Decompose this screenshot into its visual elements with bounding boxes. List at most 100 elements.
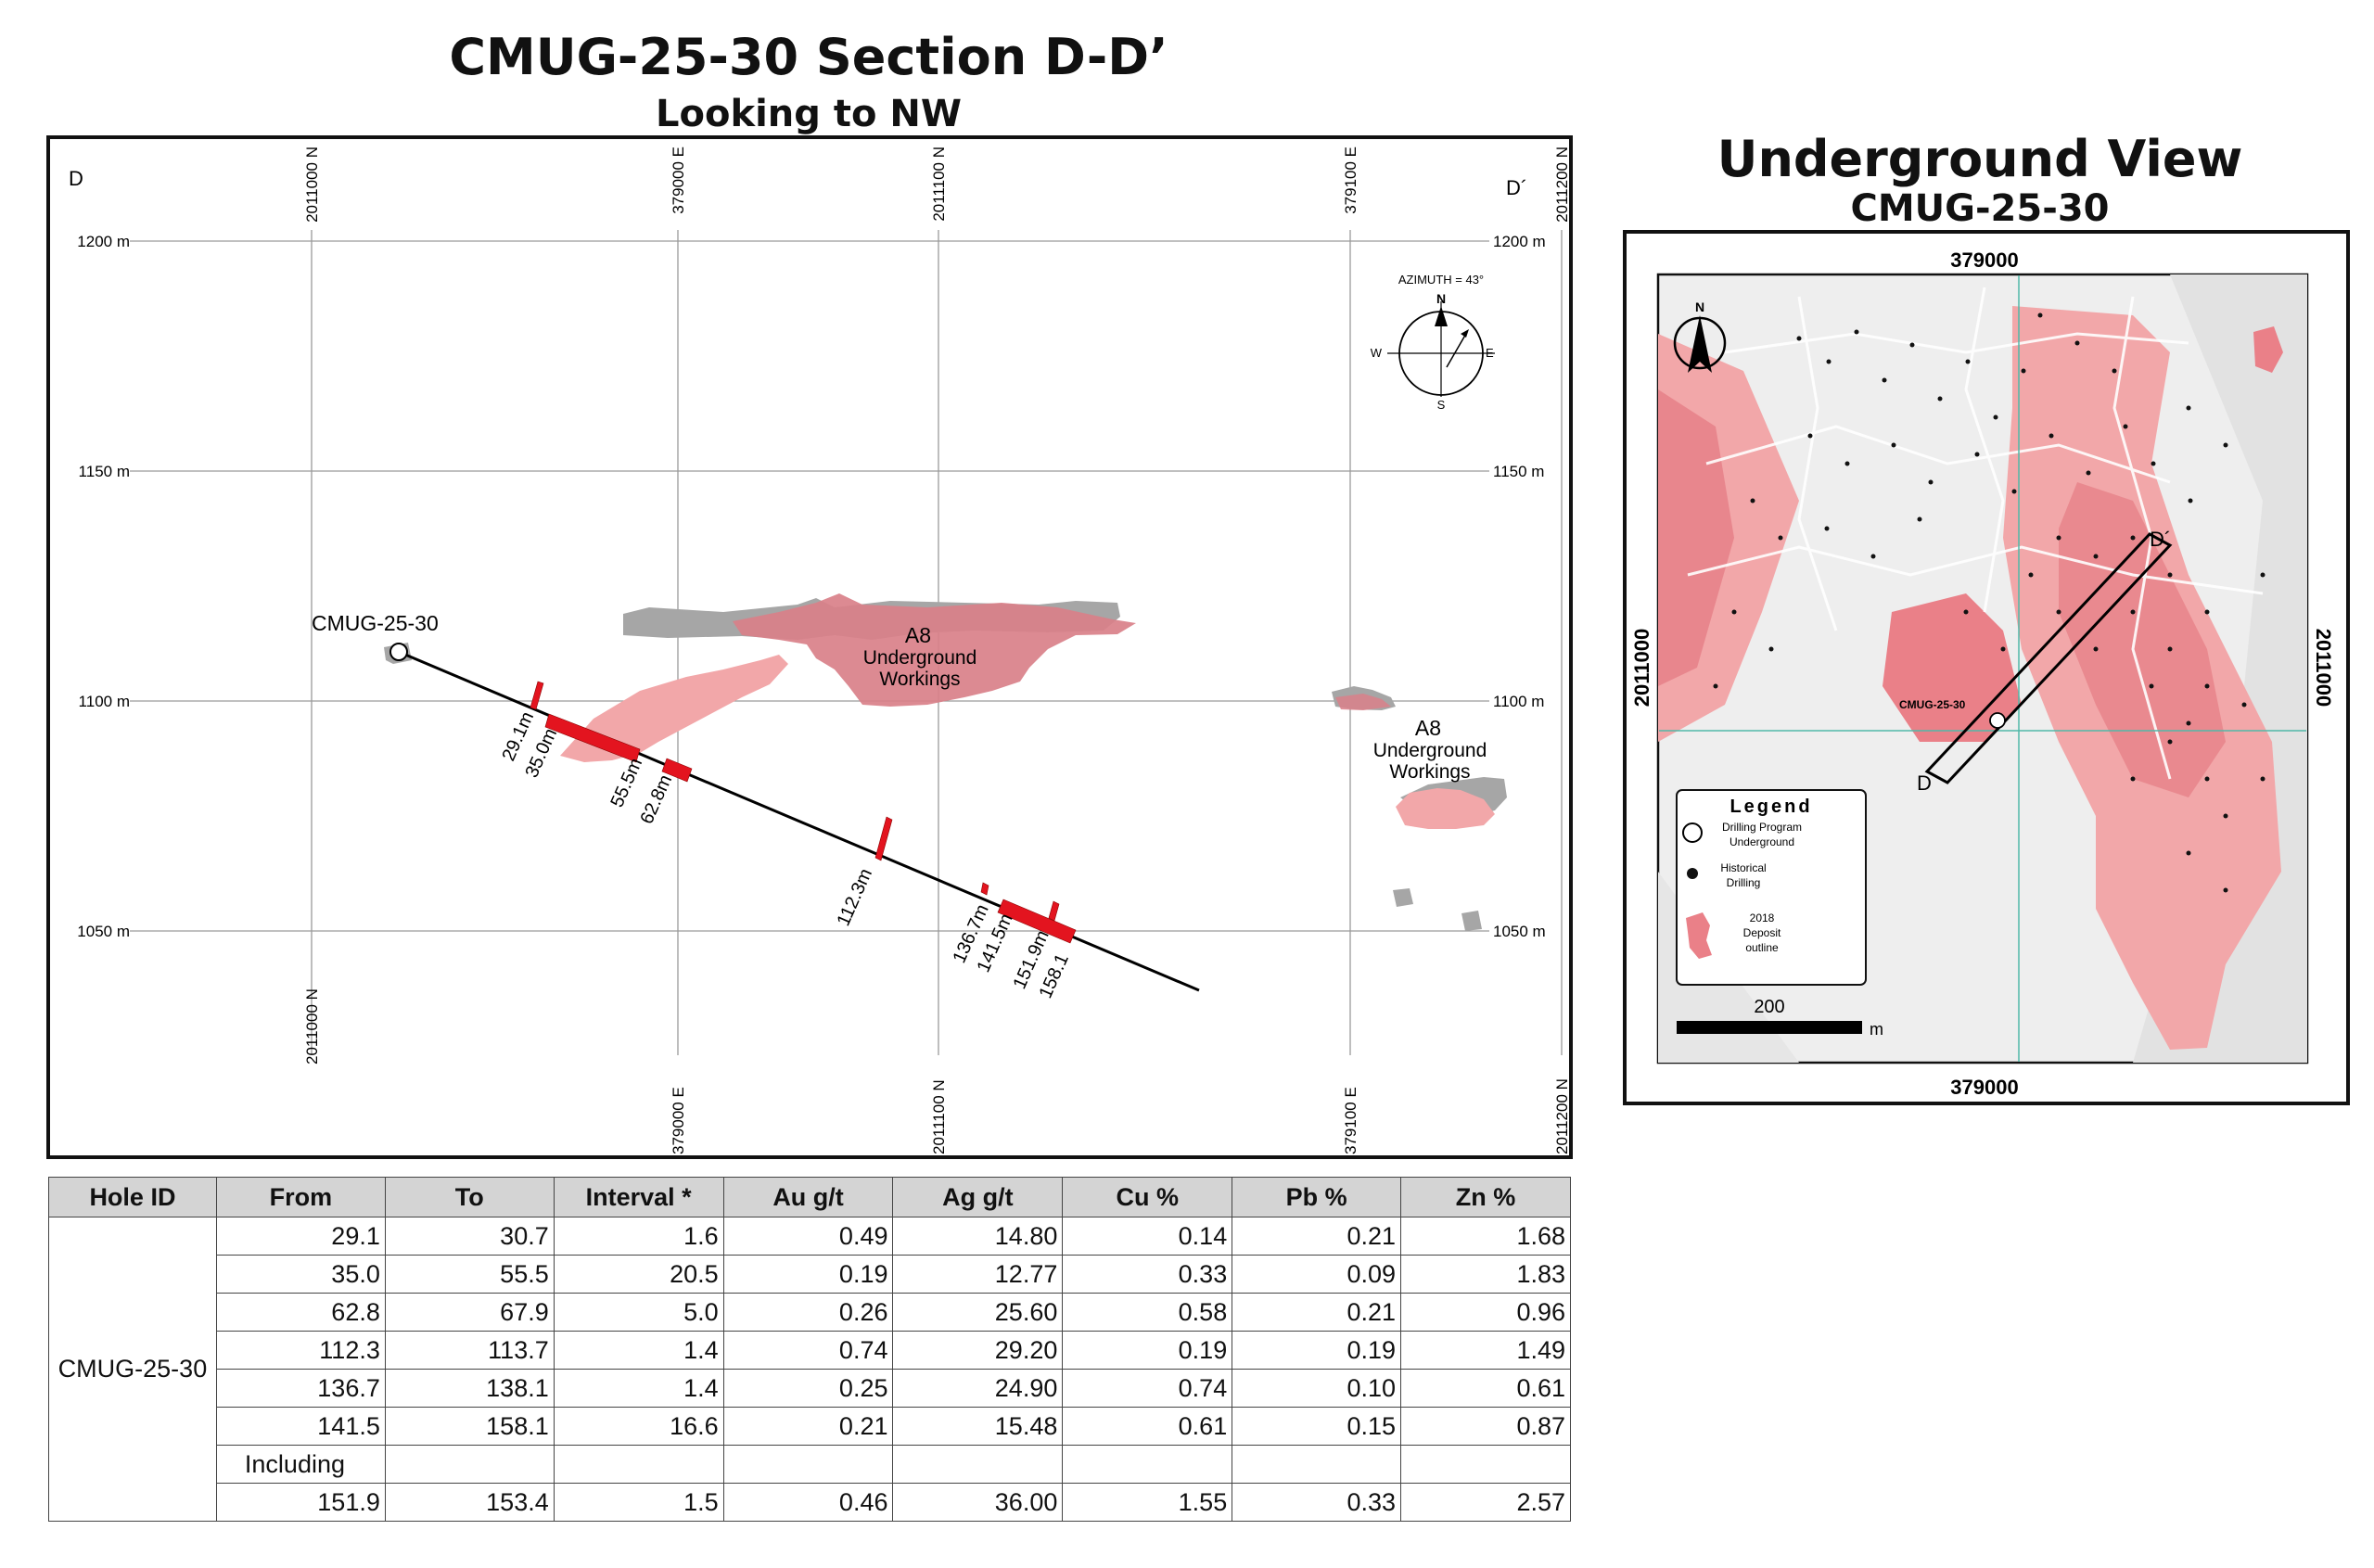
depth-label: 112.3m bbox=[833, 865, 876, 929]
plan-view: 379000 379000 2011000 2011000 CMUG-25-30… bbox=[1623, 230, 2350, 1105]
table-cell: 1.83 bbox=[1400, 1255, 1571, 1294]
table-cell: 2.57 bbox=[1400, 1483, 1571, 1522]
workings-label: Workings bbox=[879, 669, 960, 690]
legend-item-deposit: 2018 bbox=[1750, 911, 1775, 924]
table-cell: 15.48 bbox=[892, 1407, 1064, 1446]
grid-label-top: 2011200 N bbox=[1553, 147, 1571, 223]
legend-item-deposit: Deposit bbox=[1743, 926, 1781, 939]
easting-label-top: 379000 bbox=[1950, 249, 2018, 272]
table-row: 112.3 113.7 1.4 0.74 29.20 0.19 0.19 1.4… bbox=[49, 1331, 1571, 1370]
including-label: Including bbox=[215, 1445, 386, 1484]
table-cell: 112.3 bbox=[215, 1331, 386, 1370]
table-cell: 153.4 bbox=[384, 1483, 555, 1522]
column-header: From bbox=[215, 1177, 386, 1217]
table-cell: 0.96 bbox=[1400, 1293, 1571, 1332]
table-cell: 151.9 bbox=[215, 1483, 386, 1522]
table-cell: 0.21 bbox=[1232, 1293, 1402, 1332]
legend-title: Legend bbox=[1729, 797, 1812, 817]
table-cell: 0.09 bbox=[1232, 1255, 1402, 1294]
column-header: Au g/t bbox=[722, 1177, 894, 1217]
north-arrow: N bbox=[1673, 300, 1727, 373]
table-cell: 0.33 bbox=[1232, 1483, 1402, 1522]
grid-label-bottom: 2011100 N bbox=[930, 1079, 948, 1154]
legend-item-drilling: Drilling Program bbox=[1722, 821, 1802, 834]
corner-label-d: D bbox=[69, 167, 83, 190]
legend-item-historical: Drilling bbox=[1727, 876, 1761, 889]
legend: Legend Drilling Program Underground Hist… bbox=[1676, 789, 1867, 986]
table-cell: 0.33 bbox=[1062, 1255, 1233, 1294]
table-cell: 0.21 bbox=[722, 1407, 894, 1446]
table-cell: 36.00 bbox=[892, 1483, 1064, 1522]
table-cell: 14.80 bbox=[892, 1217, 1064, 1256]
table-cell: 1.4 bbox=[553, 1331, 724, 1370]
table-cell: 1.4 bbox=[553, 1369, 724, 1408]
table-cell: 0.26 bbox=[722, 1293, 894, 1332]
table-cell: 35.0 bbox=[215, 1255, 386, 1294]
northing-label-left: 2011000 bbox=[1630, 629, 1653, 707]
table-cell: 5.0 bbox=[553, 1293, 724, 1332]
column-header: Cu % bbox=[1062, 1177, 1233, 1217]
scale-value: 200 bbox=[1754, 997, 1784, 1017]
section-box bbox=[1924, 532, 2173, 784]
section-title: CMUG-25-30 Section D-D’ bbox=[449, 28, 1168, 86]
column-header: Ag g/t bbox=[892, 1177, 1064, 1217]
plan-map-content bbox=[1658, 274, 2307, 1063]
plan-hole-label: CMUG-25-30 bbox=[1899, 698, 1966, 711]
legend-symbol-deposit bbox=[1686, 912, 1712, 959]
legend-symbol-drilling bbox=[1682, 822, 1703, 843]
elevation-label-left: 1050 m bbox=[77, 923, 130, 940]
workings-label: Underground bbox=[863, 647, 977, 669]
table-row: CMUG-25-30 29.1 30.7 1.6 0.49 14.80 0.14… bbox=[48, 1217, 1571, 1522]
underground-view-subtitle: CMUG-25-30 bbox=[1850, 187, 2110, 230]
table-cell: 0.25 bbox=[722, 1369, 894, 1408]
compass-s-label: S bbox=[1437, 398, 1446, 412]
table-cell: 136.7 bbox=[215, 1369, 386, 1408]
table-cell: 0.58 bbox=[1062, 1293, 1233, 1332]
underground-view-title: Underground View bbox=[1717, 130, 2243, 188]
underground-workings-a8 bbox=[384, 593, 1507, 931]
table-cell: 0.46 bbox=[722, 1483, 894, 1522]
table-cell: 67.9 bbox=[384, 1293, 555, 1332]
column-header: Interval * bbox=[553, 1177, 724, 1217]
table-cell: 0.19 bbox=[1062, 1331, 1233, 1370]
compass-w-label: W bbox=[1371, 346, 1383, 360]
table-cell: 1.5 bbox=[553, 1483, 724, 1522]
azimuth-label: AZIMUTH = 43° bbox=[1398, 273, 1484, 287]
table-cell: 20.5 bbox=[553, 1255, 724, 1294]
table-cell: 29.1 bbox=[215, 1217, 386, 1256]
grid-label-bottom: 2011000 N bbox=[303, 988, 321, 1064]
depth-label: 62.8m bbox=[636, 771, 676, 827]
compass-n-label: N bbox=[1436, 291, 1446, 306]
table-cell: 0.14 bbox=[1062, 1217, 1233, 1256]
table-cell: 29.20 bbox=[892, 1331, 1064, 1370]
table-cell: 0.19 bbox=[722, 1255, 894, 1294]
drill-collar bbox=[389, 643, 408, 661]
grid-label-top: 2011000 N bbox=[303, 147, 321, 223]
table-cell: 0.61 bbox=[1400, 1369, 1571, 1408]
plan-label-d: D bbox=[1917, 771, 1932, 795]
grid-label-top: 379000 E bbox=[670, 147, 687, 214]
elevation-label-left: 1100 m bbox=[79, 693, 130, 710]
legend-symbol-historical bbox=[1687, 868, 1698, 879]
table-cell: 62.8 bbox=[215, 1293, 386, 1332]
column-header: Hole ID bbox=[48, 1177, 217, 1217]
section-subtitle: Looking to NW bbox=[656, 93, 962, 135]
deposit-pink-zone bbox=[560, 655, 788, 762]
depth-label: 55.5m bbox=[606, 755, 646, 810]
workings-label: A8 bbox=[1415, 716, 1441, 740]
legend-item-drilling: Underground bbox=[1729, 835, 1794, 848]
elevation-label-right: 1200 m bbox=[1493, 233, 1546, 250]
grid-label-top: 379100 E bbox=[1342, 147, 1359, 214]
legend-item-historical: Historical bbox=[1720, 861, 1766, 874]
table-row: 35.0 55.5 20.5 0.19 12.77 0.33 0.09 1.83 bbox=[49, 1255, 1571, 1294]
easting-label-bottom: 379000 bbox=[1950, 1076, 2018, 1099]
compass-rose: AZIMUTH = 43° N S E W bbox=[1371, 273, 1495, 412]
grid-label-bottom: 379100 E bbox=[1342, 1087, 1359, 1154]
scale-unit: m bbox=[1870, 1020, 1883, 1039]
table-cell: 25.60 bbox=[892, 1293, 1064, 1332]
table-cell: 0.15 bbox=[1232, 1407, 1402, 1446]
grid-label-bottom: 379000 E bbox=[670, 1087, 687, 1154]
corner-label-d-prime: D´ bbox=[1506, 176, 1527, 199]
elevation-label-right: 1050 m bbox=[1493, 923, 1546, 940]
table-cell: 0.61 bbox=[1062, 1407, 1233, 1446]
